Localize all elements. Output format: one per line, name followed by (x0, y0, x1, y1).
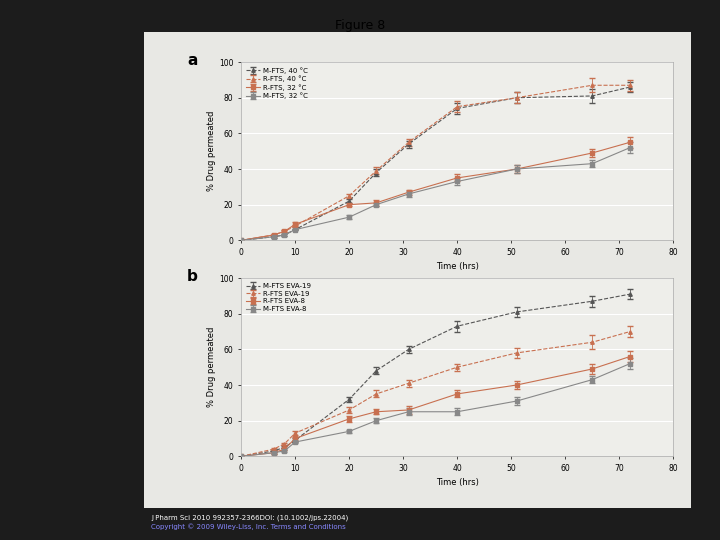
X-axis label: Time (hrs): Time (hrs) (436, 478, 479, 488)
Legend: M-FTS, 40 °C, R-FTS, 40 °C, R-FTS, 32 °C, M-FTS, 32 °C: M-FTS, 40 °C, R-FTS, 40 °C, R-FTS, 32 °C… (245, 65, 309, 100)
Text: a: a (188, 53, 198, 68)
Text: b: b (187, 269, 198, 284)
Y-axis label: % Drug permeated: % Drug permeated (207, 327, 216, 407)
X-axis label: Time (hrs): Time (hrs) (436, 262, 479, 272)
Text: Figure 8: Figure 8 (335, 19, 385, 32)
Text: J Pharm Sci 2010 992357-2366DOI: (10.1002/jps.22004): J Pharm Sci 2010 992357-2366DOI: (10.100… (151, 514, 348, 521)
Text: Copyright © 2009 Wiley-Liss, Inc. Terms and Conditions: Copyright © 2009 Wiley-Liss, Inc. Terms … (151, 524, 346, 530)
Y-axis label: % Drug permeated: % Drug permeated (207, 111, 216, 191)
Legend: M-FTS EVA-19, R-FTS EVA-19, R-FTS EVA-8, M-FTS EVA-8: M-FTS EVA-19, R-FTS EVA-19, R-FTS EVA-8,… (245, 281, 312, 314)
